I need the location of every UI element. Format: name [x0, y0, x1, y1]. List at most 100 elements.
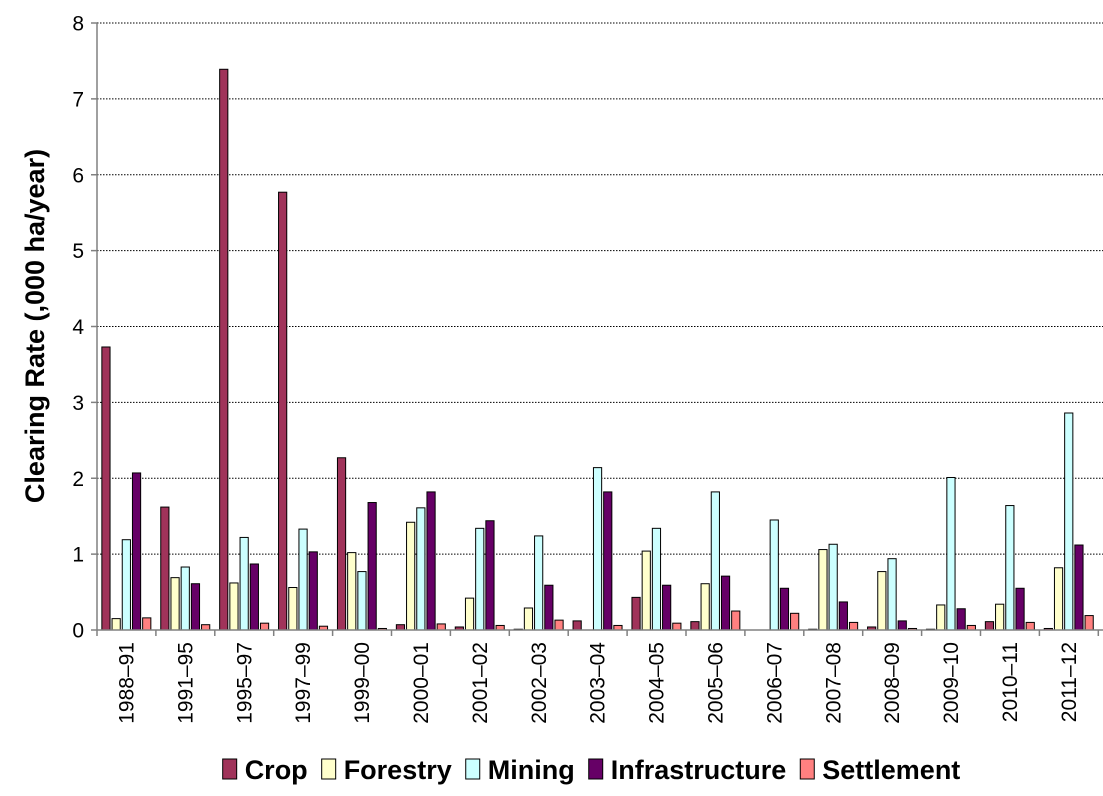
bar-mining-1995–97 [239, 536, 249, 631]
bar-forestry-2009–10 [936, 604, 946, 631]
bar-forestry-2002–03 [523, 607, 534, 631]
bar-infrastructure-2004–05 [662, 584, 672, 631]
bar-forestry-2001–02 [464, 597, 475, 631]
x-tick-labels: 1988–91 1991–95 1995–97 1997–99 1999–00 2000–… [115, 642, 1080, 724]
legend-swatch-crop [222, 758, 238, 780]
x-tick-label-2005–06: 2005–06 [704, 642, 727, 724]
x-tick-label-2009–10: 2009–10 [940, 642, 963, 724]
legend-item-settlement: Settlement [799, 755, 960, 785]
legend: Crop Forestry Mining Infrastructure Settleme… [222, 755, 960, 785]
y-axis-title: Clearing Rate (,000 ha/year) [20, 149, 50, 503]
legend-label-infrastructure: Infrastructure [611, 755, 787, 785]
legend-item-forestry: Forestry [321, 755, 452, 785]
bar-crop-2010–11 [984, 621, 995, 631]
bar-infrastructure-2007–08 [838, 601, 848, 631]
bar-mining-1991–95 [180, 566, 190, 631]
bar-settlement-2006–07 [790, 612, 800, 631]
y-tick-label-7: 7 [72, 88, 84, 111]
bar-mining-2005–06 [710, 491, 720, 631]
y-tick-label-0: 0 [72, 620, 84, 643]
bar-crop-1995–97 [219, 68, 229, 631]
y-tick-label-3: 3 [72, 392, 84, 415]
bar-crop-2004–05 [631, 596, 641, 631]
x-tick-label-2006–07: 2006–07 [763, 642, 786, 724]
bar-mining-2007–08 [828, 543, 838, 631]
bar-mining-2004–05 [651, 527, 662, 631]
bar-infrastructure-2009–10 [956, 608, 966, 631]
bar-mining-2003–04 [592, 467, 603, 631]
x-tick-label-2008–09: 2008–09 [881, 642, 904, 724]
x-tick-label-1988–91: 1988–91 [115, 642, 138, 724]
bar-crop-2000–01 [395, 624, 406, 631]
bar-infrastructure-2011–12 [1074, 544, 1084, 631]
series-settlement [142, 610, 1094, 631]
series-infrastructure [131, 472, 1084, 631]
bar-infrastructure-2001–02 [485, 520, 495, 631]
bar-forestry-1997–99 [288, 587, 298, 631]
bar-infrastructure-2000–01 [426, 491, 436, 631]
bar-crop-1997–99 [278, 191, 288, 631]
x-tick-label-1995–97: 1995–97 [233, 642, 256, 724]
bar-settlement-2011–12 [1084, 615, 1094, 631]
axes [91, 22, 1103, 636]
legend-label-settlement: Settlement [822, 755, 960, 785]
bar-mining-2000–01 [416, 507, 426, 631]
y-tick-label-8: 8 [72, 13, 84, 36]
bar-mining-2006–07 [769, 519, 779, 631]
legend-swatch-forestry [321, 758, 337, 780]
y-tick-label-6: 6 [72, 164, 84, 187]
x-tick-label-2003–04: 2003–04 [587, 642, 610, 724]
bar-forestry-1991–95 [170, 577, 180, 631]
bar-settlement-1988–91 [142, 617, 152, 631]
bar-infrastructure-2003–04 [603, 491, 613, 631]
bar-mining-2011–12 [1064, 412, 1074, 631]
bar-mining-1988–91 [121, 539, 131, 631]
x-tick-label-2002–03: 2002–03 [528, 642, 551, 724]
y-tick-labels: 0 1 2 3 4 5 6 7 8 [72, 13, 84, 643]
bar-mining-1999–00 [357, 571, 367, 631]
bar-infrastructure-1988–91 [131, 472, 142, 631]
x-tick-label-2010–11: 2010–11 [999, 642, 1022, 722]
bar-infrastructure-2006–07 [779, 587, 790, 631]
bar-forestry-2004–05 [641, 550, 651, 631]
bar-crop-2003–04 [572, 620, 582, 631]
bar-settlement-2004–05 [672, 622, 682, 631]
bar-crop-1991–95 [160, 506, 170, 631]
bar-settlement-2005–06 [731, 610, 741, 631]
x-tick-label-1999–00: 1999–00 [351, 642, 374, 724]
bar-forestry-2008–09 [877, 571, 887, 631]
x-tick-label-2000–01: 2000–01 [410, 642, 433, 724]
bar-settlement-2000–01 [436, 623, 446, 631]
bar-mining-1997–99 [298, 528, 308, 631]
x-tick-label-1991–95: 1991–95 [174, 642, 197, 724]
bar-infrastructure-2002–03 [544, 584, 554, 631]
x-tick-label-1997–99: 1997–99 [292, 642, 315, 724]
bar-infrastructure-1991–95 [190, 583, 201, 631]
bar-settlement-1995–97 [259, 622, 270, 631]
legend-item-mining: Mining [465, 755, 575, 785]
x-tick-label-2007–08: 2007–08 [822, 642, 845, 724]
bar-crop-2005–06 [690, 621, 700, 631]
legend-swatch-mining [465, 758, 481, 780]
bar-settlement-2002–03 [554, 619, 564, 631]
legend-swatch-settlement [799, 758, 815, 780]
bar-mining-2002–03 [534, 535, 544, 631]
bar-forestry-1999–00 [347, 552, 357, 631]
bar-infrastructure-2005–06 [720, 575, 731, 631]
bar-infrastructure-2010–11 [1015, 587, 1025, 631]
bar-forestry-2011–12 [1053, 567, 1064, 631]
legend-label-forestry: Forestry [344, 755, 452, 785]
legend-label-crop: Crop [245, 755, 308, 785]
bar-forestry-1995–97 [229, 582, 239, 631]
bar-forestry-1988–91 [111, 618, 121, 631]
x-tick-label-2001–02: 2001–02 [469, 642, 492, 724]
series-mining [121, 412, 1074, 631]
gridlines [97, 22, 1103, 555]
bar-forestry-2007–08 [818, 549, 828, 631]
bar-mining-2008–09 [887, 558, 897, 631]
bar-forestry-2000–01 [406, 521, 416, 631]
bar-infrastructure-1995–97 [249, 563, 259, 631]
bar-series-group [101, 68, 1094, 631]
